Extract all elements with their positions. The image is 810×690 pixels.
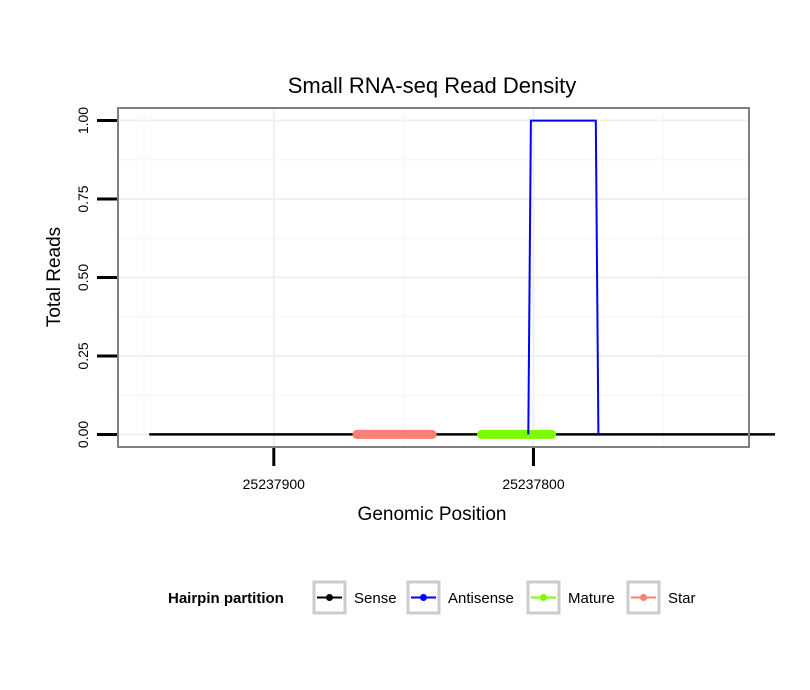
legend-label-sense: Sense	[354, 590, 397, 607]
y-tick-label: 0.50	[75, 264, 91, 291]
legend-label-antisense: Antisense	[448, 590, 514, 607]
x-tick-label: 25237900	[243, 476, 306, 492]
legend-dot-star	[640, 594, 647, 601]
x-axis-title: Genomic Position	[358, 504, 507, 525]
legend-dot-antisense	[420, 594, 427, 601]
series-antisense-line	[527, 119, 600, 435]
legend: Hairpin partition Sense Antisense Mature St…	[168, 580, 696, 615]
chart-title: Small RNA-seq Read Density	[288, 73, 577, 98]
y-tick-label: 0.00	[75, 421, 91, 448]
y-tick-label: 1.00	[75, 107, 91, 134]
y-axis-title: Total Reads	[44, 227, 65, 327]
legend-dot-mature	[540, 594, 547, 601]
x-axis: 25237900 25237800	[243, 448, 565, 492]
legend-label-mature: Mature	[568, 590, 615, 607]
legend-title: Hairpin partition	[168, 590, 284, 607]
series-layer	[149, 119, 775, 439]
y-tick-label: 0.75	[75, 185, 91, 212]
x-tick-label: 25237800	[502, 476, 565, 492]
y-tick-label: 0.25	[75, 342, 91, 369]
grid	[118, 108, 749, 447]
y-axis: 0.00 0.25 0.50 0.75 1.00	[75, 107, 117, 448]
legend-label-star: Star	[668, 590, 696, 607]
legend-dot-sense	[326, 594, 333, 601]
panel-border	[117, 107, 750, 448]
